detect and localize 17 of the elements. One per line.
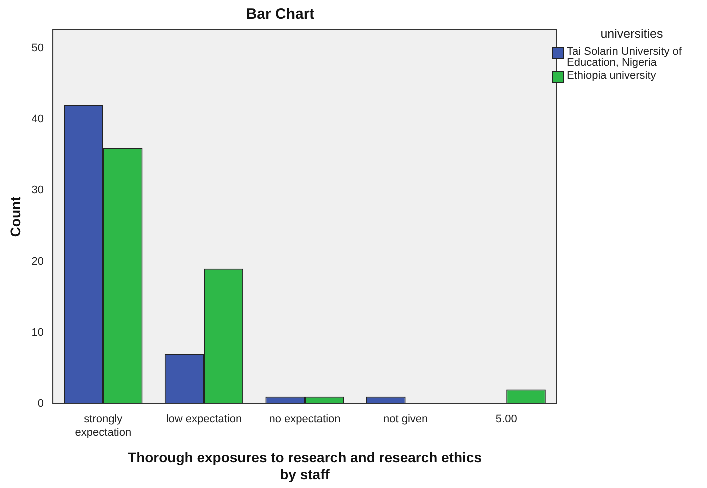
legend-label: Ethiopia university — [567, 70, 656, 82]
x-tick-label: no expectation — [269, 414, 341, 426]
y-tick-label: 10 — [32, 326, 44, 339]
chart-title: Bar Chart — [246, 6, 315, 24]
x-axis-title: Thorough exposures to research and research ethics by staff — [128, 450, 482, 482]
y-tick-label: 20 — [32, 256, 44, 268]
y-axis-title: Count — [7, 196, 24, 238]
y-tick-label: 40 — [32, 114, 44, 126]
x-tick-label: not given — [383, 414, 428, 426]
y-tick-label: 50 — [32, 42, 44, 55]
legend-title: universities — [600, 27, 664, 41]
y-tick-label: 0 — [38, 398, 44, 410]
x-tick-label: 5.00 — [496, 414, 518, 426]
x-tick-label: strongly expectation — [75, 414, 132, 439]
y-tick-label: 30 — [32, 184, 44, 197]
x-tick-label: low expectation — [166, 414, 242, 426]
legend-label: Tai Solarin University of Education, Nigeria — [567, 46, 683, 69]
